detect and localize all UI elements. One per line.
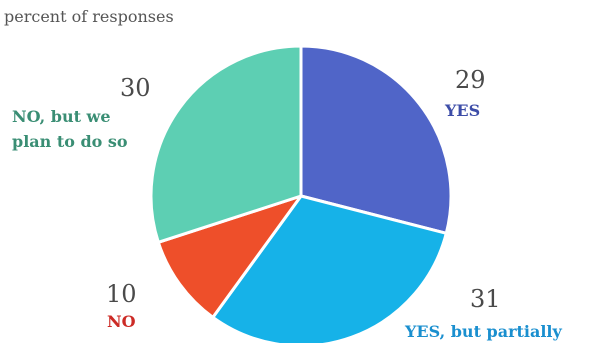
slice-no-plan <box>149 44 303 244</box>
slice-value-no: 10 <box>106 280 137 308</box>
slice-value-yes-partially: 31 <box>470 285 501 313</box>
chart-subtitle: percent of responses <box>4 7 174 26</box>
slice-label-no-plan-line1: NO, but we <box>12 107 111 126</box>
slice-yes-partially <box>211 194 448 343</box>
slice-label-no-plan-line2: plan to do so <box>12 132 128 151</box>
slice-label-yes-partially: YES, but partially <box>404 322 563 341</box>
pie-labels: 29 YES 31 YES, but partially 10 NO 30 NO… <box>12 66 563 341</box>
pie-slices <box>149 44 453 343</box>
slice-label-no: NO <box>107 312 136 331</box>
slice-yes <box>299 44 453 235</box>
slice-value-yes: 29 <box>455 66 486 94</box>
slice-value-no-plan: 30 <box>120 74 151 102</box>
slice-label-yes: YES <box>444 101 480 120</box>
slice-no <box>156 194 303 319</box>
